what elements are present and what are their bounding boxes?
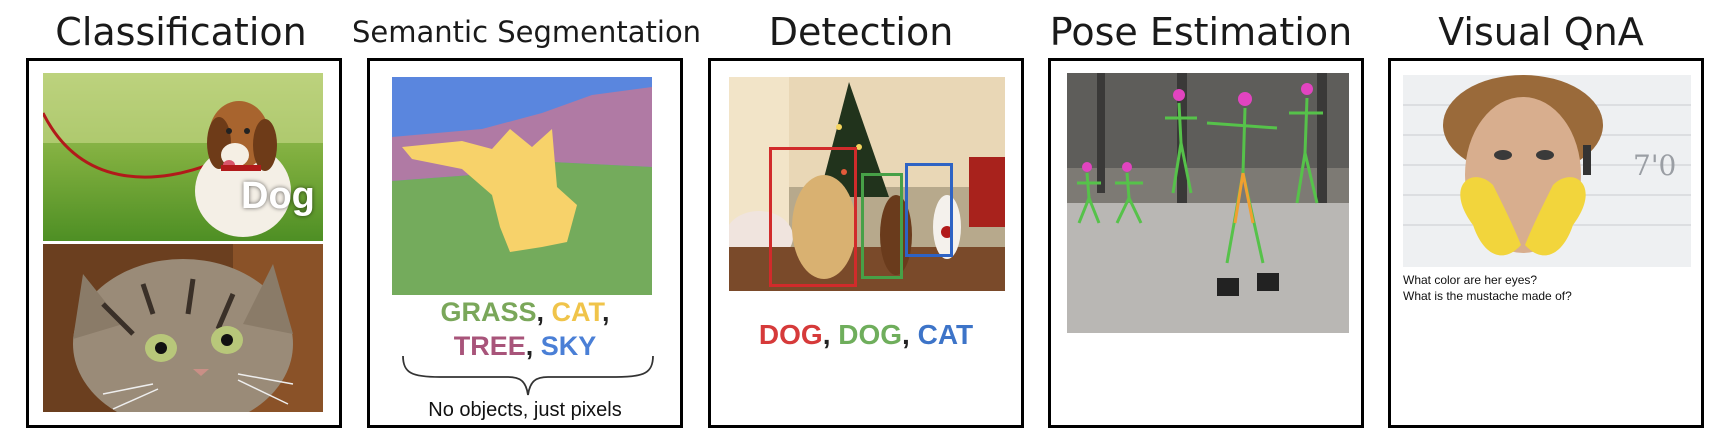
- detection-labels: DOG, DOG, CAT: [711, 319, 1021, 351]
- detection-box-dog-2: [861, 173, 903, 279]
- segmentation-classes-line-2: TREE, SKY: [370, 331, 680, 362]
- panel-classification: Dog: [26, 58, 342, 428]
- svg-text:7'0: 7'0: [1633, 149, 1676, 182]
- vqa-question-2: What is the mustache made of?: [1403, 289, 1572, 303]
- label-dog-1: DOG: [758, 319, 823, 350]
- detection-box-cat: [905, 163, 953, 257]
- panel-visual-qna: 7'0 What color are her eyes? What is the…: [1388, 58, 1704, 428]
- class-sky: SKY: [540, 331, 597, 361]
- class-grass: GRASS: [440, 297, 537, 327]
- panel-detection: DOG, DOG, CAT: [708, 58, 1024, 428]
- segmentation-classes-line-1: GRASS, CAT,: [370, 297, 680, 328]
- vqa-question-1: What color are her eyes?: [1403, 273, 1538, 287]
- curly-brace: [402, 355, 654, 396]
- vqa-photo: 7'0: [1403, 75, 1691, 267]
- separator: ,: [902, 319, 910, 350]
- class-cat: CAT: [551, 297, 603, 327]
- dog-label: Dog: [241, 175, 315, 217]
- title-classification: Classification: [55, 10, 307, 54]
- segmentation-map: [392, 77, 652, 295]
- title-pose-estimation: Pose Estimation: [1049, 10, 1353, 54]
- title-semantic-segmentation: Semantic Segmentation: [352, 15, 702, 49]
- pose-photo: [1067, 73, 1349, 333]
- label-dog-2: DOG: [838, 319, 903, 350]
- class-tree: TREE: [453, 331, 526, 361]
- cat-photo: [43, 244, 323, 412]
- label-cat: CAT: [917, 319, 974, 350]
- title-detection: Detection: [768, 10, 954, 54]
- segmentation-note: No objects, just pixels: [428, 399, 622, 421]
- panel-semantic-segmentation: GRASS, CAT, TREE, SKY No objects, just p…: [367, 58, 683, 428]
- detection-box-dog-1: [769, 147, 857, 287]
- separator: ,: [536, 297, 544, 327]
- title-visual-qna: Visual QnA: [1438, 10, 1644, 54]
- separator: ,: [602, 297, 610, 327]
- separator: ,: [822, 319, 831, 350]
- separator: ,: [525, 331, 534, 361]
- panel-pose-estimation: [1048, 58, 1364, 428]
- detection-photo: [729, 77, 1005, 291]
- dog-photo: [43, 73, 323, 241]
